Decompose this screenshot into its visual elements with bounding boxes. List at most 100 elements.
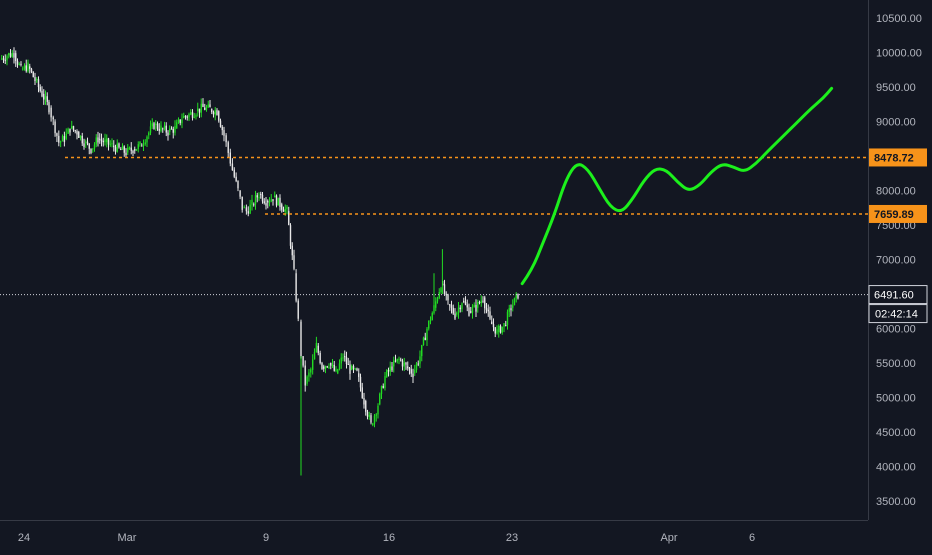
- candle-body: [83, 143, 85, 147]
- candle-body: [81, 135, 83, 144]
- candle-body: [354, 368, 356, 370]
- candle-body: [391, 366, 393, 371]
- candle-body: [156, 123, 159, 129]
- candle-body: [85, 141, 87, 143]
- candle-body: [384, 376, 386, 388]
- candle-body: [363, 397, 365, 405]
- candle-body: [30, 68, 33, 72]
- candle-body: [25, 65, 27, 72]
- candle-body: [50, 107, 52, 118]
- candle-body: [137, 144, 139, 150]
- countdown-label-bg: [868, 304, 928, 324]
- candle-body: [333, 364, 335, 371]
- candle-body: [43, 93, 45, 100]
- candle-body: [347, 363, 349, 365]
- candle-body: [400, 359, 402, 361]
- candle-body: [491, 321, 493, 325]
- candle-body: [200, 103, 202, 113]
- candle-body: [389, 366, 391, 372]
- candle-body: [165, 125, 167, 133]
- candle-body: [356, 368, 358, 371]
- candle-body: [396, 358, 398, 362]
- candle-body: [163, 125, 166, 129]
- candle-body: [111, 143, 113, 145]
- candle-body: [424, 337, 426, 341]
- candle-body: [245, 207, 248, 212]
- candle-body: [443, 284, 446, 295]
- candle-body: [403, 362, 405, 367]
- candle-body: [162, 128, 164, 130]
- candle-body: [90, 148, 92, 154]
- candle-body: [489, 311, 491, 319]
- candle-body: [304, 365, 306, 386]
- candle-body: [48, 101, 50, 113]
- candle-body: [1, 58, 3, 60]
- candle-body: [212, 112, 215, 115]
- candle-body: [293, 255, 295, 269]
- candle-body: [282, 209, 285, 212]
- candle-body: [102, 140, 104, 143]
- level-label: 8478.72: [874, 152, 914, 164]
- candle-body: [58, 135, 60, 143]
- candle-body: [16, 60, 19, 65]
- candle-body: [279, 197, 281, 207]
- y-tick-label: 5500.00: [876, 358, 916, 370]
- y-tick-label: 6000.00: [876, 324, 916, 336]
- candle-body: [512, 305, 514, 308]
- candle-body: [155, 123, 157, 125]
- candle-body: [342, 357, 344, 359]
- candle-body: [63, 136, 66, 143]
- candle-body: [2, 58, 5, 60]
- candle-body: [52, 117, 54, 120]
- candle-body: [313, 351, 316, 360]
- candle-body: [274, 195, 276, 198]
- candle-body: [219, 120, 222, 127]
- candle-body: [380, 386, 383, 394]
- y-tick-label: 3500.00: [876, 496, 916, 508]
- candle-body: [300, 321, 302, 359]
- candle-body: [235, 176, 237, 181]
- candle-body: [417, 363, 419, 365]
- candle-body: [29, 66, 31, 69]
- candle-body: [515, 293, 517, 298]
- candle-body: [393, 360, 395, 367]
- candle-body: [358, 373, 360, 377]
- candle-body: [494, 327, 496, 334]
- candle-body: [127, 147, 129, 153]
- candle-body: [130, 147, 132, 151]
- candle-body: [169, 128, 171, 132]
- candle-body: [225, 135, 227, 143]
- candle-body: [202, 103, 204, 108]
- candle-body: [428, 320, 430, 329]
- candle-body: [401, 360, 404, 367]
- level-label-bg: [869, 148, 927, 167]
- candle-body: [365, 400, 367, 412]
- candle-body: [36, 79, 38, 81]
- candle-body: [221, 126, 223, 131]
- candle-body: [306, 376, 308, 384]
- candle-body: [499, 325, 502, 333]
- x-tick-label: 16: [383, 532, 395, 544]
- candle-body: [116, 143, 118, 152]
- candle-body: [361, 387, 363, 398]
- x-tick-label: Apr: [660, 532, 677, 544]
- candle-body: [125, 152, 127, 156]
- candle-body: [368, 415, 370, 417]
- candle-body: [510, 308, 512, 311]
- candle-body: [92, 148, 94, 150]
- candle-body: [15, 53, 17, 61]
- candle-body: [243, 207, 245, 209]
- candle-body: [158, 128, 160, 131]
- candle-body: [223, 130, 225, 136]
- candle-body: [433, 305, 435, 314]
- candle-body: [302, 356, 304, 366]
- candle-body: [351, 366, 353, 370]
- candle-body: [387, 370, 390, 372]
- candle-body: [99, 138, 101, 140]
- candle-body: [146, 136, 148, 143]
- candle-body: [188, 113, 190, 118]
- candle-body: [513, 297, 516, 306]
- candle-body: [135, 149, 138, 151]
- candle-body: [503, 323, 505, 327]
